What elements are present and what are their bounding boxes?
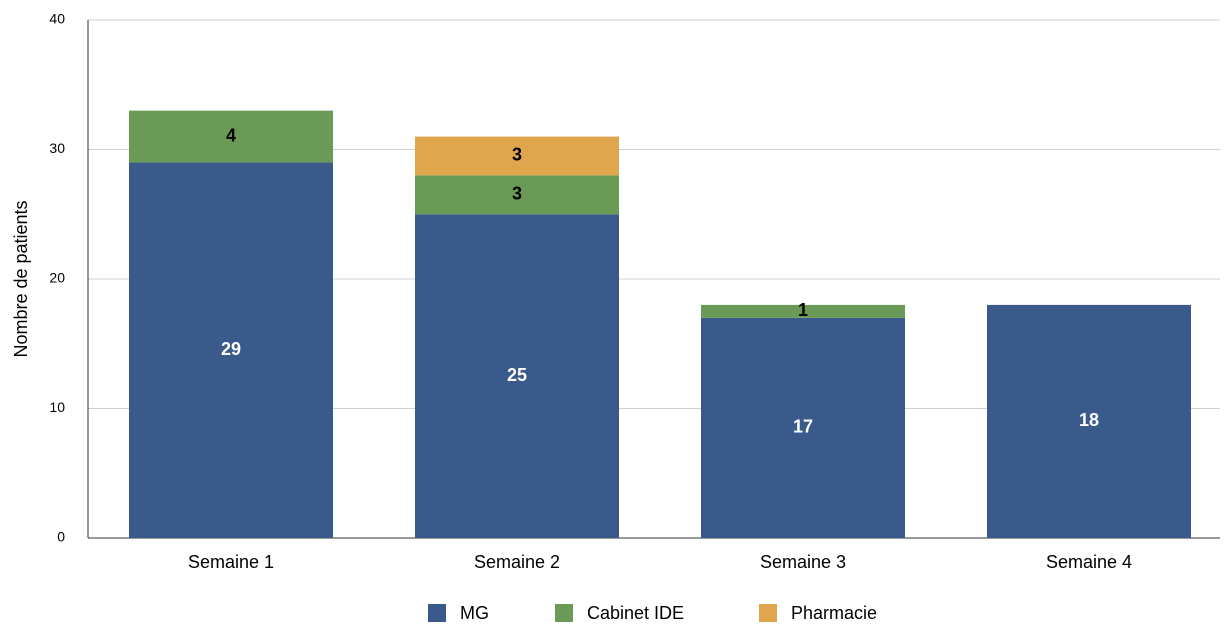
bar-segment (701, 317, 905, 538)
data-label: 4 (226, 125, 236, 145)
data-label: 17 (793, 417, 813, 437)
bar-segment (129, 110, 333, 163)
y-axis-label: Nombre de patients (11, 200, 31, 357)
y-tick-label: 40 (49, 11, 65, 27)
data-label: 29 (221, 339, 241, 359)
data-label: 1 (798, 300, 808, 320)
legend-label: MG (460, 603, 489, 623)
bar-segment (415, 214, 619, 538)
data-label: 18 (1079, 410, 1099, 430)
bar-segment (415, 175, 619, 215)
x-tick-label: Semaine 3 (760, 552, 846, 572)
y-tick-label: 0 (57, 529, 65, 545)
y-tick-label: 10 (49, 399, 65, 415)
legend-label: Pharmacie (791, 603, 877, 623)
bar-segment (701, 304, 905, 318)
data-label: 3 (512, 145, 522, 165)
bar-segment (415, 136, 619, 176)
y-tick-label: 20 (49, 270, 65, 286)
legend-swatch (555, 604, 573, 622)
data-label: 3 (512, 184, 522, 204)
y-tick-label: 30 (49, 140, 65, 156)
bar-segment (129, 162, 333, 538)
x-tick-label: Semaine 1 (188, 552, 274, 572)
x-tick-label: Semaine 2 (474, 552, 560, 572)
data-label: 25 (507, 365, 527, 385)
legend-swatch (759, 604, 777, 622)
legend-label: Cabinet IDE (587, 603, 684, 623)
x-tick-label: Semaine 4 (1046, 552, 1132, 572)
legend-swatch (428, 604, 446, 622)
bar-segment (987, 304, 1191, 538)
